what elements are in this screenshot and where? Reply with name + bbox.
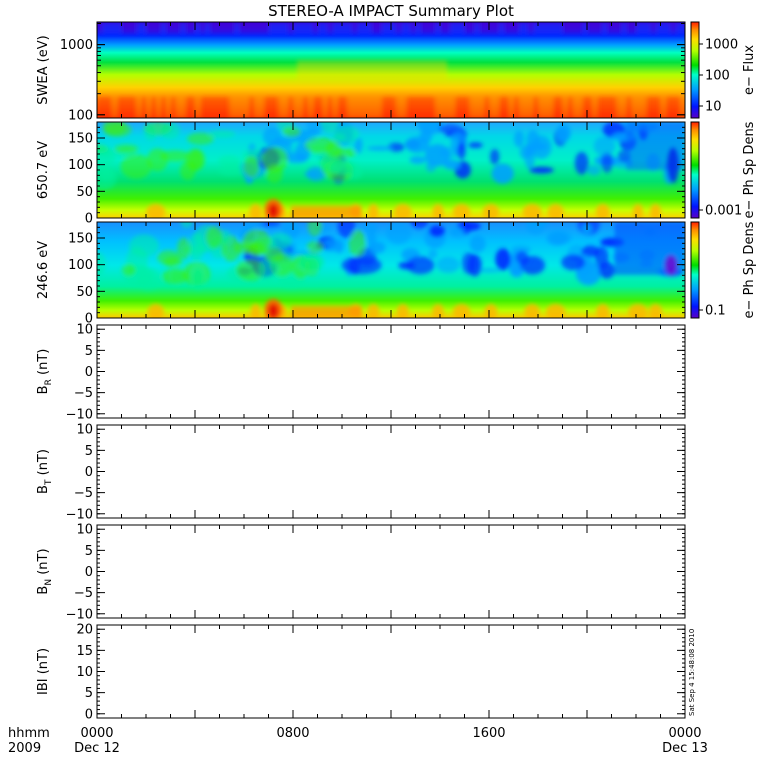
y-tick-label: 100 [68, 158, 93, 173]
heatmap-panel-1 [97, 22, 685, 118]
y-tick-label: 100 [68, 108, 93, 123]
y-axis-label: 246.6 eV [36, 241, 51, 299]
colorbar-tick-label: 100 [705, 69, 730, 84]
colorbar-tick-label: 1000 [705, 38, 738, 53]
x-tick-label: 0000 [80, 726, 113, 741]
panel-2-axes: 0 50 100 150 650.7 eV [36, 121, 686, 227]
y-tick-label: 5 [85, 444, 93, 459]
plot-title: STEREO-A IMPACT Summary Plot [268, 2, 514, 20]
x-tick-label: 0800 [276, 726, 309, 741]
y-axis-label: 650.7 eV [36, 141, 51, 199]
heatmap-texture [97, 22, 685, 118]
y-axis-label: BR (nT) [36, 349, 54, 395]
panel-frame [96, 524, 686, 619]
colorbar-tick-label: 0.001 [705, 204, 742, 219]
timestamp-stamp: Sat Sep 4 15:48:08 2010 [688, 629, 696, 716]
y-tick-label: 150 [68, 132, 93, 147]
y-tick-label: 1000 [60, 38, 93, 53]
heatmap-panel-3 [97, 222, 685, 318]
heatmap-texture [97, 122, 685, 218]
y-tick-label: −10 [66, 407, 93, 422]
x-tick-label: 1600 [472, 726, 505, 741]
y-tick-label: 100 [68, 258, 93, 273]
colorbar-label: e− Flux [742, 45, 757, 95]
colorbar-ramp [690, 21, 700, 119]
colorbar-tick-label: 10 [705, 100, 722, 115]
y-axis-label: IBI (nT) [36, 648, 51, 695]
panel-6-axes: −10 −5 0 5 10 BN (nT) [36, 523, 686, 622]
y-tick-label: 0 [85, 565, 93, 580]
y-tick-label: 5 [85, 544, 93, 559]
heatmap-texture [97, 222, 685, 318]
y-axis-label: SWEA (eV) [36, 35, 51, 104]
y-tick-label: 10 [76, 323, 93, 338]
y-tick-label: 10 [76, 423, 93, 438]
y-axis-label: BN (nT) [36, 548, 54, 594]
y-tick-label: 10 [76, 665, 93, 680]
y-tick-label: −5 [74, 386, 93, 401]
colorbar-label: e− Ph Sp Dens [742, 221, 757, 318]
y-tick-label: 150 [68, 232, 93, 247]
y-tick-label: −10 [66, 507, 93, 522]
y-tick-label: 0 [85, 707, 93, 722]
y-tick-label: 5 [85, 686, 93, 701]
y-tick-label: 5 [85, 344, 93, 359]
colorbar-2: 0.001 e− Ph Sp Dens [690, 121, 757, 219]
x-tick-label: 0000 [668, 726, 701, 741]
colorbar-ramp [690, 121, 700, 219]
y-tick-label: 50 [76, 285, 93, 300]
y-tick-label: 50 [76, 185, 93, 200]
y-tick-label: 0 [85, 212, 93, 227]
panel-7-axes: 0 5 10 15 20 IBI (nT) [36, 623, 686, 722]
x-tick-date: Dec 12 [74, 741, 120, 756]
y-tick-label: −5 [74, 486, 93, 501]
colorbar-label: e− Ph Sp Dens [742, 121, 757, 218]
y-tick-label: 0 [85, 365, 93, 380]
panel-3-axes: 0 50 100 150 246.6 eV [36, 221, 686, 327]
panel-frame [96, 424, 686, 519]
panel-1-axes: 100 1000 SWEA (eV) [36, 21, 686, 123]
y-tick-label: −10 [66, 607, 93, 622]
colorbar-1: 1000 100 10 e− Flux [690, 21, 757, 119]
y-tick-label: 20 [76, 623, 93, 638]
colorbar-tick-label: 0.1 [705, 304, 726, 319]
y-tick-label: 0 [85, 465, 93, 480]
y-tick-label: 15 [76, 644, 93, 659]
y-tick-label: −5 [74, 586, 93, 601]
x-axis-row2-label: 2009 [8, 741, 41, 756]
x-axis-row1-label: hhmm [8, 726, 50, 741]
x-tick-date: Dec 13 [662, 741, 708, 756]
y-axis-label: BT (nT) [36, 449, 54, 494]
panel-5-axes: −10 −5 0 5 10 BT (nT) [36, 423, 686, 522]
panel-frame [96, 324, 686, 419]
y-tick-label: 0 [85, 312, 93, 327]
heatmap-panel-2 [97, 122, 685, 218]
colorbar-ramp [690, 221, 700, 319]
panel-frame [96, 624, 686, 719]
panel-4-axes: −10 −5 0 5 10 BR (nT) [36, 323, 686, 422]
y-tick-label: 10 [76, 523, 93, 538]
colorbar-3: 0.1 e− Ph Sp Dens [690, 221, 757, 319]
